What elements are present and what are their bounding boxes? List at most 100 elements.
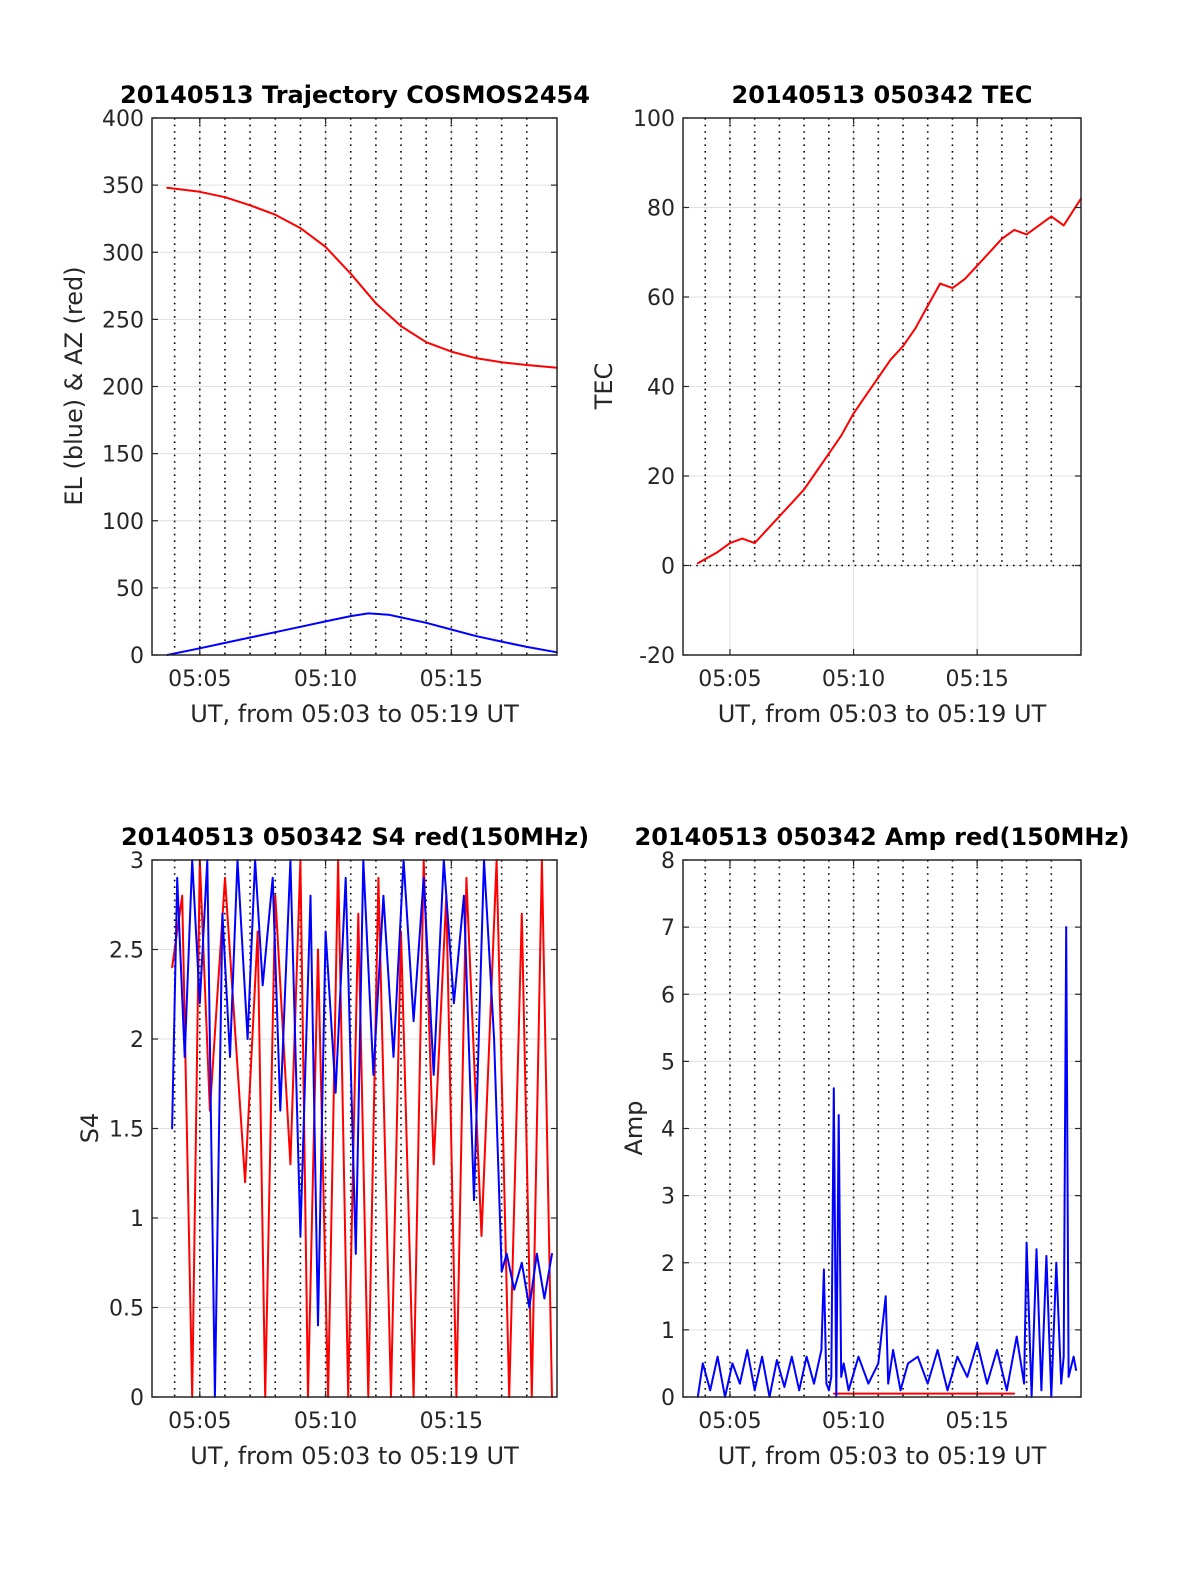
- s4-y-tick-label: 1: [130, 1207, 144, 1232]
- trajectory-data-point: [166, 186, 168, 189]
- s4-data-point: [324, 930, 327, 933]
- tec-x-axis-label: UT, from 05:03 to 05:19 UT: [718, 700, 1047, 728]
- amp-y-tick-label: 6: [661, 983, 675, 1008]
- s4-data-point: [171, 966, 174, 969]
- s4-y-tick-label: 3: [130, 849, 144, 874]
- s4-data-point: [520, 1261, 523, 1264]
- trajectory-x-tick-label: 05:15: [420, 667, 483, 692]
- amp-data-point: [892, 1349, 895, 1351]
- trajectory-y-tick-label: 50: [116, 577, 144, 602]
- amp-data-point: [1065, 926, 1068, 929]
- trajectory-y-tick-label: 350: [102, 174, 144, 199]
- tec-data-point: [1000, 237, 1003, 240]
- trajectory-data-point: [425, 621, 428, 624]
- amp-data-point: [976, 1342, 979, 1345]
- amp-x-tick-label: 05:05: [698, 1409, 761, 1434]
- s4-data-point: [354, 1252, 357, 1255]
- amp-data-point: [926, 1382, 929, 1385]
- tec-data-point: [939, 282, 941, 285]
- tec-data-point: [963, 278, 966, 280]
- tec-data-point: [1025, 233, 1028, 236]
- s4-data-point: [505, 1252, 508, 1255]
- tec-data-point: [914, 327, 917, 330]
- s4-data-point: [271, 877, 274, 879]
- s4-data-point: [183, 1056, 186, 1058]
- s4-data-point: [473, 1199, 475, 1201]
- amp-y-tick-label: 7: [661, 916, 675, 941]
- trajectory-data-point: [400, 616, 402, 619]
- tec-y-tick-label: 100: [633, 107, 675, 132]
- s4-data-point: [465, 877, 468, 879]
- s4-data-point: [357, 912, 360, 915]
- trajectory-data-point: [450, 350, 453, 353]
- s4-data-point: [480, 1235, 483, 1237]
- tec-data-point: [815, 470, 818, 473]
- trajectory-data-point: [224, 196, 226, 199]
- s4-data-point: [344, 877, 347, 879]
- tec-data-point: [1038, 224, 1040, 227]
- tec-data-point: [926, 305, 929, 307]
- amp-x-axis-label: UT, from 05:03 to 05:19 UT: [718, 1442, 1047, 1470]
- s4-data-point: [432, 1073, 435, 1076]
- trajectory-y-tick-label: 0: [130, 644, 144, 669]
- s4-data-point: [309, 894, 312, 897]
- amp-data-point: [986, 1382, 988, 1385]
- amp-data-point: [837, 1114, 840, 1116]
- tec-panel: -20 0 20 40 60 80 100 05:05 05:10 05:15 20140513 0…: [590, 81, 1082, 728]
- amp-data-point: [776, 1359, 778, 1361]
- s4-data-point: [520, 912, 523, 915]
- amp-data-point: [783, 1386, 786, 1388]
- trajectory-data-point: [387, 613, 390, 616]
- s4-data-point: [377, 877, 380, 879]
- amp-panel: 0 1 2 3 4 5 6 7 8 05:05 05:10 05:15 20140513 050342 …: [620, 823, 1129, 1470]
- tec-data-point: [976, 264, 979, 267]
- amp-y-tick-label: 0: [661, 1386, 675, 1411]
- amp-x-tick-label: 05:10: [822, 1409, 885, 1434]
- tec-data-point: [696, 562, 699, 565]
- amp-data-point: [827, 1389, 830, 1392]
- amp-data-point: [966, 1375, 969, 1378]
- s4-data-point: [452, 1002, 455, 1005]
- s4-x-tick-label: 05:10: [294, 1409, 357, 1434]
- amp-data-point: [832, 1392, 835, 1395]
- trajectory-data-point: [500, 640, 503, 643]
- trajectory-y-tick-label: 400: [102, 107, 144, 132]
- amp-data-point: [716, 1355, 719, 1358]
- amp-series-line-amp_blue: [696, 926, 1078, 1398]
- trajectory-series-line-az: [166, 186, 558, 369]
- tec-data-point: [729, 542, 731, 545]
- trajectory-data-point: [274, 631, 277, 634]
- amp-data-point: [899, 1389, 902, 1392]
- trajectory-panel: 0 50 100 150 200 250 300 350 400 05:05 05:10 05:15 2…: [60, 81, 590, 728]
- amp-data-point: [936, 1349, 939, 1351]
- tec-y-tick-label: 40: [647, 376, 675, 401]
- tec-data-point: [902, 345, 904, 348]
- trajectory-data-point: [367, 612, 370, 615]
- tec-data-point: [988, 251, 991, 254]
- amp-data-point: [738, 1382, 741, 1385]
- amp-data-point: [996, 1349, 998, 1351]
- amp-data-point: [847, 1389, 850, 1392]
- tec-y-axis-label: TEC: [590, 363, 618, 411]
- amp-data-point: [1015, 1335, 1018, 1338]
- trajectory-data-point: [249, 636, 252, 639]
- trajectory-x-tick-label: 05:10: [294, 667, 357, 692]
- amp-data-point: [887, 1382, 890, 1385]
- s4-data-point: [535, 1252, 538, 1255]
- trajectory-data-point: [198, 647, 201, 650]
- s4-data-point: [224, 877, 226, 879]
- amp-data-point: [1055, 1261, 1058, 1264]
- amp-y-tick-label: 1: [661, 1319, 675, 1344]
- s4-data-point: [246, 1038, 249, 1040]
- trajectory-data-point: [425, 341, 428, 344]
- trajectory-y-tick-label: 100: [102, 510, 144, 535]
- trajectory-data-point: [349, 272, 352, 275]
- tec-data-point: [716, 551, 719, 553]
- s4-data-point: [382, 894, 385, 897]
- s4-data-point: [528, 1306, 531, 1309]
- tec-data-point: [741, 537, 744, 540]
- tec-data-point: [840, 434, 843, 437]
- trajectory-y-tick-label: 250: [102, 308, 144, 333]
- s4-data-point: [317, 948, 319, 951]
- tec-data-point: [778, 515, 781, 518]
